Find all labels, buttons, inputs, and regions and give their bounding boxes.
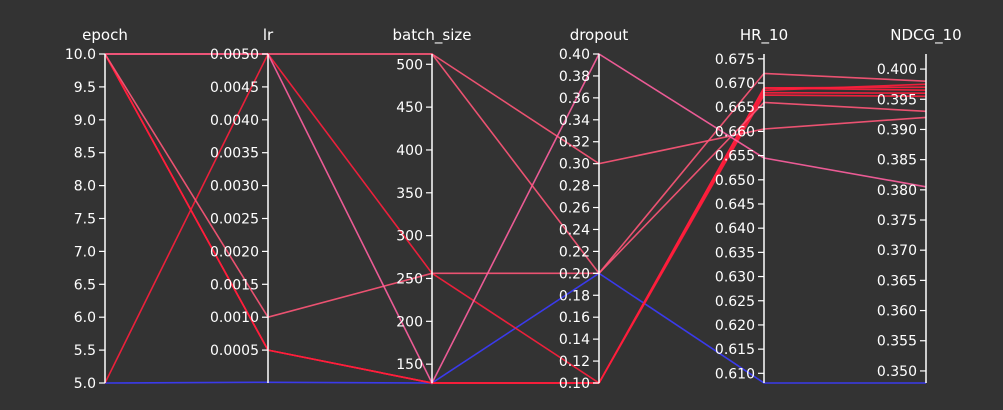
tick-label: 0.20: [559, 266, 590, 282]
tick-label: 0.375: [877, 213, 917, 229]
tick-label: 7.5: [74, 212, 96, 228]
tick-label: 5.0: [74, 376, 96, 392]
tick-label: 0.24: [559, 222, 590, 238]
tick-label: 400: [396, 143, 423, 159]
tick-label: 0.0005: [210, 343, 259, 359]
tick-label: 0.14: [559, 332, 590, 348]
tick-label: 0.0015: [210, 277, 259, 293]
tick-label: 0.28: [559, 179, 590, 195]
tick-label: 8.5: [74, 146, 96, 162]
series-line-5: [104, 52, 927, 385]
tick-label: 0.355: [877, 334, 917, 350]
tick-label: 0.38: [559, 69, 590, 85]
tick-label: 0.30: [559, 157, 590, 173]
tick-label: 300: [396, 229, 423, 245]
axis-title: lr: [263, 26, 274, 44]
lines-layer: [104, 52, 927, 385]
tick-label: 0.400: [877, 62, 917, 78]
tick-label: 0.32: [559, 135, 590, 151]
tick-label: 200: [396, 314, 423, 330]
tick-label: 150: [396, 357, 423, 373]
tick-label: 0.26: [559, 201, 590, 217]
axis-hr-10: HR_10 0.610 0.615 0.620 0.625 0.630 0.635 0.640…: [715, 26, 788, 383]
tick-label: 0.610: [715, 366, 755, 382]
tick-label: 0.625: [715, 294, 755, 310]
tick-label: 0.0020: [210, 244, 259, 260]
tick-label: 0.365: [877, 273, 917, 289]
tick-label: 0.385: [877, 153, 917, 169]
tick-label: 0.360: [877, 304, 917, 320]
tick-label: 250: [396, 271, 423, 287]
axis-batch-size: batch_size 150 200 250 300 350 400 450 500: [393, 26, 472, 383]
tick-label: 0.22: [559, 244, 590, 260]
axis-lr: lr 0.0005 0.0010 0.0015 0.0020 0.0025 0.0030 0.…: [210, 26, 274, 383]
series-line-9: [105, 53, 927, 275]
tick-label: 0.12: [559, 354, 590, 370]
tick-label: 0.630: [715, 270, 755, 286]
tick-label: 0.0045: [210, 80, 259, 96]
tick-label: 0.675: [715, 52, 755, 68]
tick-label: 10.0: [65, 47, 96, 63]
tick-label: 0.16: [559, 310, 590, 326]
axes-layer: epoch 5.0 5.5 6.0 6.5 7.0 7.5 8.0 8.5 9.0 9.5 10.0 l…: [65, 26, 962, 392]
tick-label: 0.0050: [210, 47, 259, 63]
axis-title: epoch: [82, 26, 128, 44]
tick-label: 9.5: [74, 80, 96, 96]
axis-title: HR_10: [740, 26, 788, 45]
tick-label: 0.370: [877, 243, 917, 259]
tick-label: 0.0040: [210, 113, 259, 129]
tick-label: 0.34: [559, 113, 590, 129]
tick-label: 0.640: [715, 221, 755, 237]
tick-label: 0.660: [715, 124, 755, 140]
axis-ndcg-10: NDCG_10 0.350 0.355 0.360 0.365 0.370 0.375 0.3…: [877, 26, 962, 383]
tick-label: 0.0010: [210, 310, 259, 326]
tick-label: 0.0025: [210, 212, 259, 228]
tick-label: 0.380: [877, 183, 917, 199]
tick-label: 6.0: [74, 310, 96, 326]
tick-label: 0.0035: [210, 146, 259, 162]
tick-label: 0.390: [877, 122, 917, 138]
tick-label: 0.645: [715, 197, 755, 213]
tick-label: 6.5: [74, 277, 96, 293]
axis-title: NDCG_10: [890, 26, 961, 45]
tick-label: 0.650: [715, 173, 755, 189]
tick-label: 0.665: [715, 100, 755, 116]
tick-label: 7.0: [74, 244, 96, 260]
tick-label: 8.0: [74, 179, 96, 195]
axis-epoch: epoch 5.0 5.5 6.0 6.5 7.0 7.5 8.0 8.5 9.0 9.5 10.0: [65, 26, 128, 392]
tick-label: 0.40: [559, 47, 590, 63]
series-line-4: [104, 53, 927, 384]
tick-label: 0.36: [559, 91, 590, 107]
tick-label: 9.0: [74, 113, 96, 129]
tick-label: 500: [396, 57, 423, 73]
tick-label: 0.0030: [210, 179, 259, 195]
tick-label: 0.615: [715, 342, 755, 358]
axis-title: dropout: [570, 26, 629, 44]
tick-label: 450: [396, 100, 423, 116]
axis-dropout: dropout 0.10 0.12 0.14 0.16 0.18 0.20 0.22 0.24 0…: [559, 26, 629, 392]
tick-label: 350: [396, 186, 423, 202]
tick-label: 0.655: [715, 149, 755, 165]
tick-label: 0.635: [715, 245, 755, 261]
tick-label: 0.10: [559, 376, 590, 392]
series-line-6: [104, 53, 927, 319]
tick-label: 0.350: [877, 364, 917, 380]
tick-label: 0.670: [715, 76, 755, 92]
tick-label: 0.620: [715, 318, 755, 334]
axis-title: batch_size: [393, 26, 472, 45]
tick-label: 5.5: [74, 343, 96, 359]
tick-label: 0.18: [559, 288, 590, 304]
tick-label: 0.395: [877, 92, 917, 108]
